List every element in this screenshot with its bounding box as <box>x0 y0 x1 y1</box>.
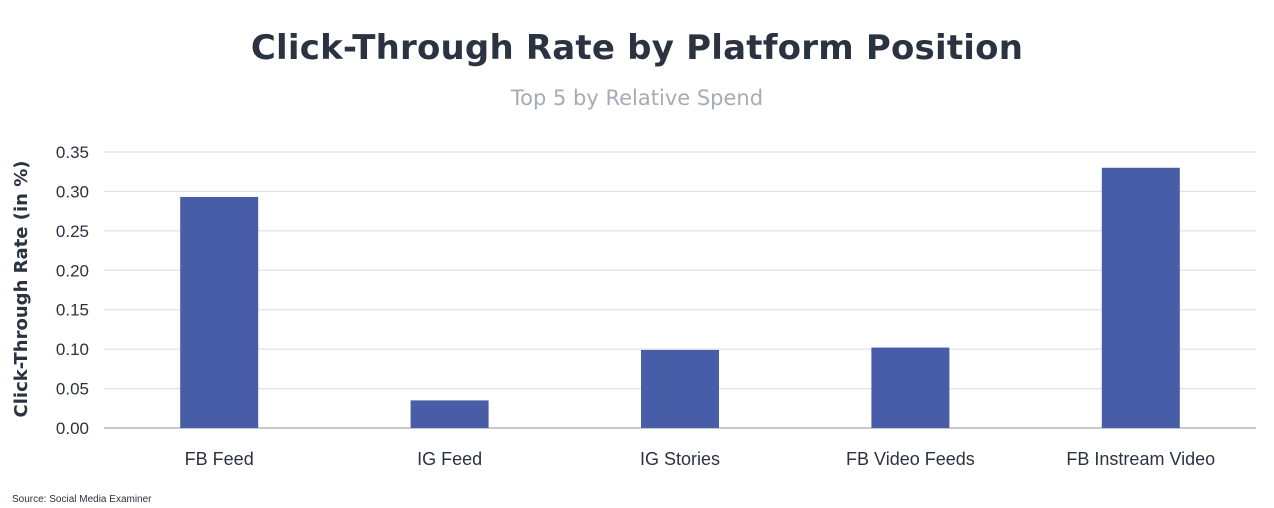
y-tick-label: 0.15 <box>56 301 89 320</box>
chart-subtitle: Top 5 by Relative Spend <box>510 86 764 110</box>
y-tick-label: 0.20 <box>56 261 89 280</box>
x-category-label: FB Video Feeds <box>846 449 975 469</box>
x-category-label: IG Feed <box>417 449 482 469</box>
chart-title: Click-Through Rate by Platform Position <box>250 28 1024 68</box>
y-tick-label: 0.00 <box>56 419 89 438</box>
x-category-labels: FB Feed IG Feed IG Stories FB Video Feeds FB… <box>185 449 1215 469</box>
bar-fb-video-feeds <box>871 347 950 428</box>
y-axis-title: Click-Through Rate (in %) <box>11 161 32 418</box>
y-tick-label: 0.10 <box>56 340 89 359</box>
source-note: Source: Social Media Examiner <box>12 494 152 505</box>
bar-fb-feed <box>180 196 259 428</box>
y-tick-label: 0.25 <box>56 222 89 241</box>
y-tick-labels: 0.00 0.05 0.10 0.15 0.20 0.25 0.30 0.35 <box>56 143 89 438</box>
y-tick-label: 0.05 <box>56 380 89 399</box>
bar-fb-instream-video <box>1101 167 1180 428</box>
bar-ig-feed <box>410 400 489 428</box>
y-tick-label: 0.30 <box>56 182 89 201</box>
bars <box>180 167 1180 428</box>
y-tick-label: 0.35 <box>56 143 89 162</box>
x-category-label: FB Instream Video <box>1066 449 1215 469</box>
x-category-label: FB Feed <box>185 449 254 469</box>
bar-ig-stories <box>641 349 719 428</box>
x-category-label: IG Stories <box>640 449 720 469</box>
